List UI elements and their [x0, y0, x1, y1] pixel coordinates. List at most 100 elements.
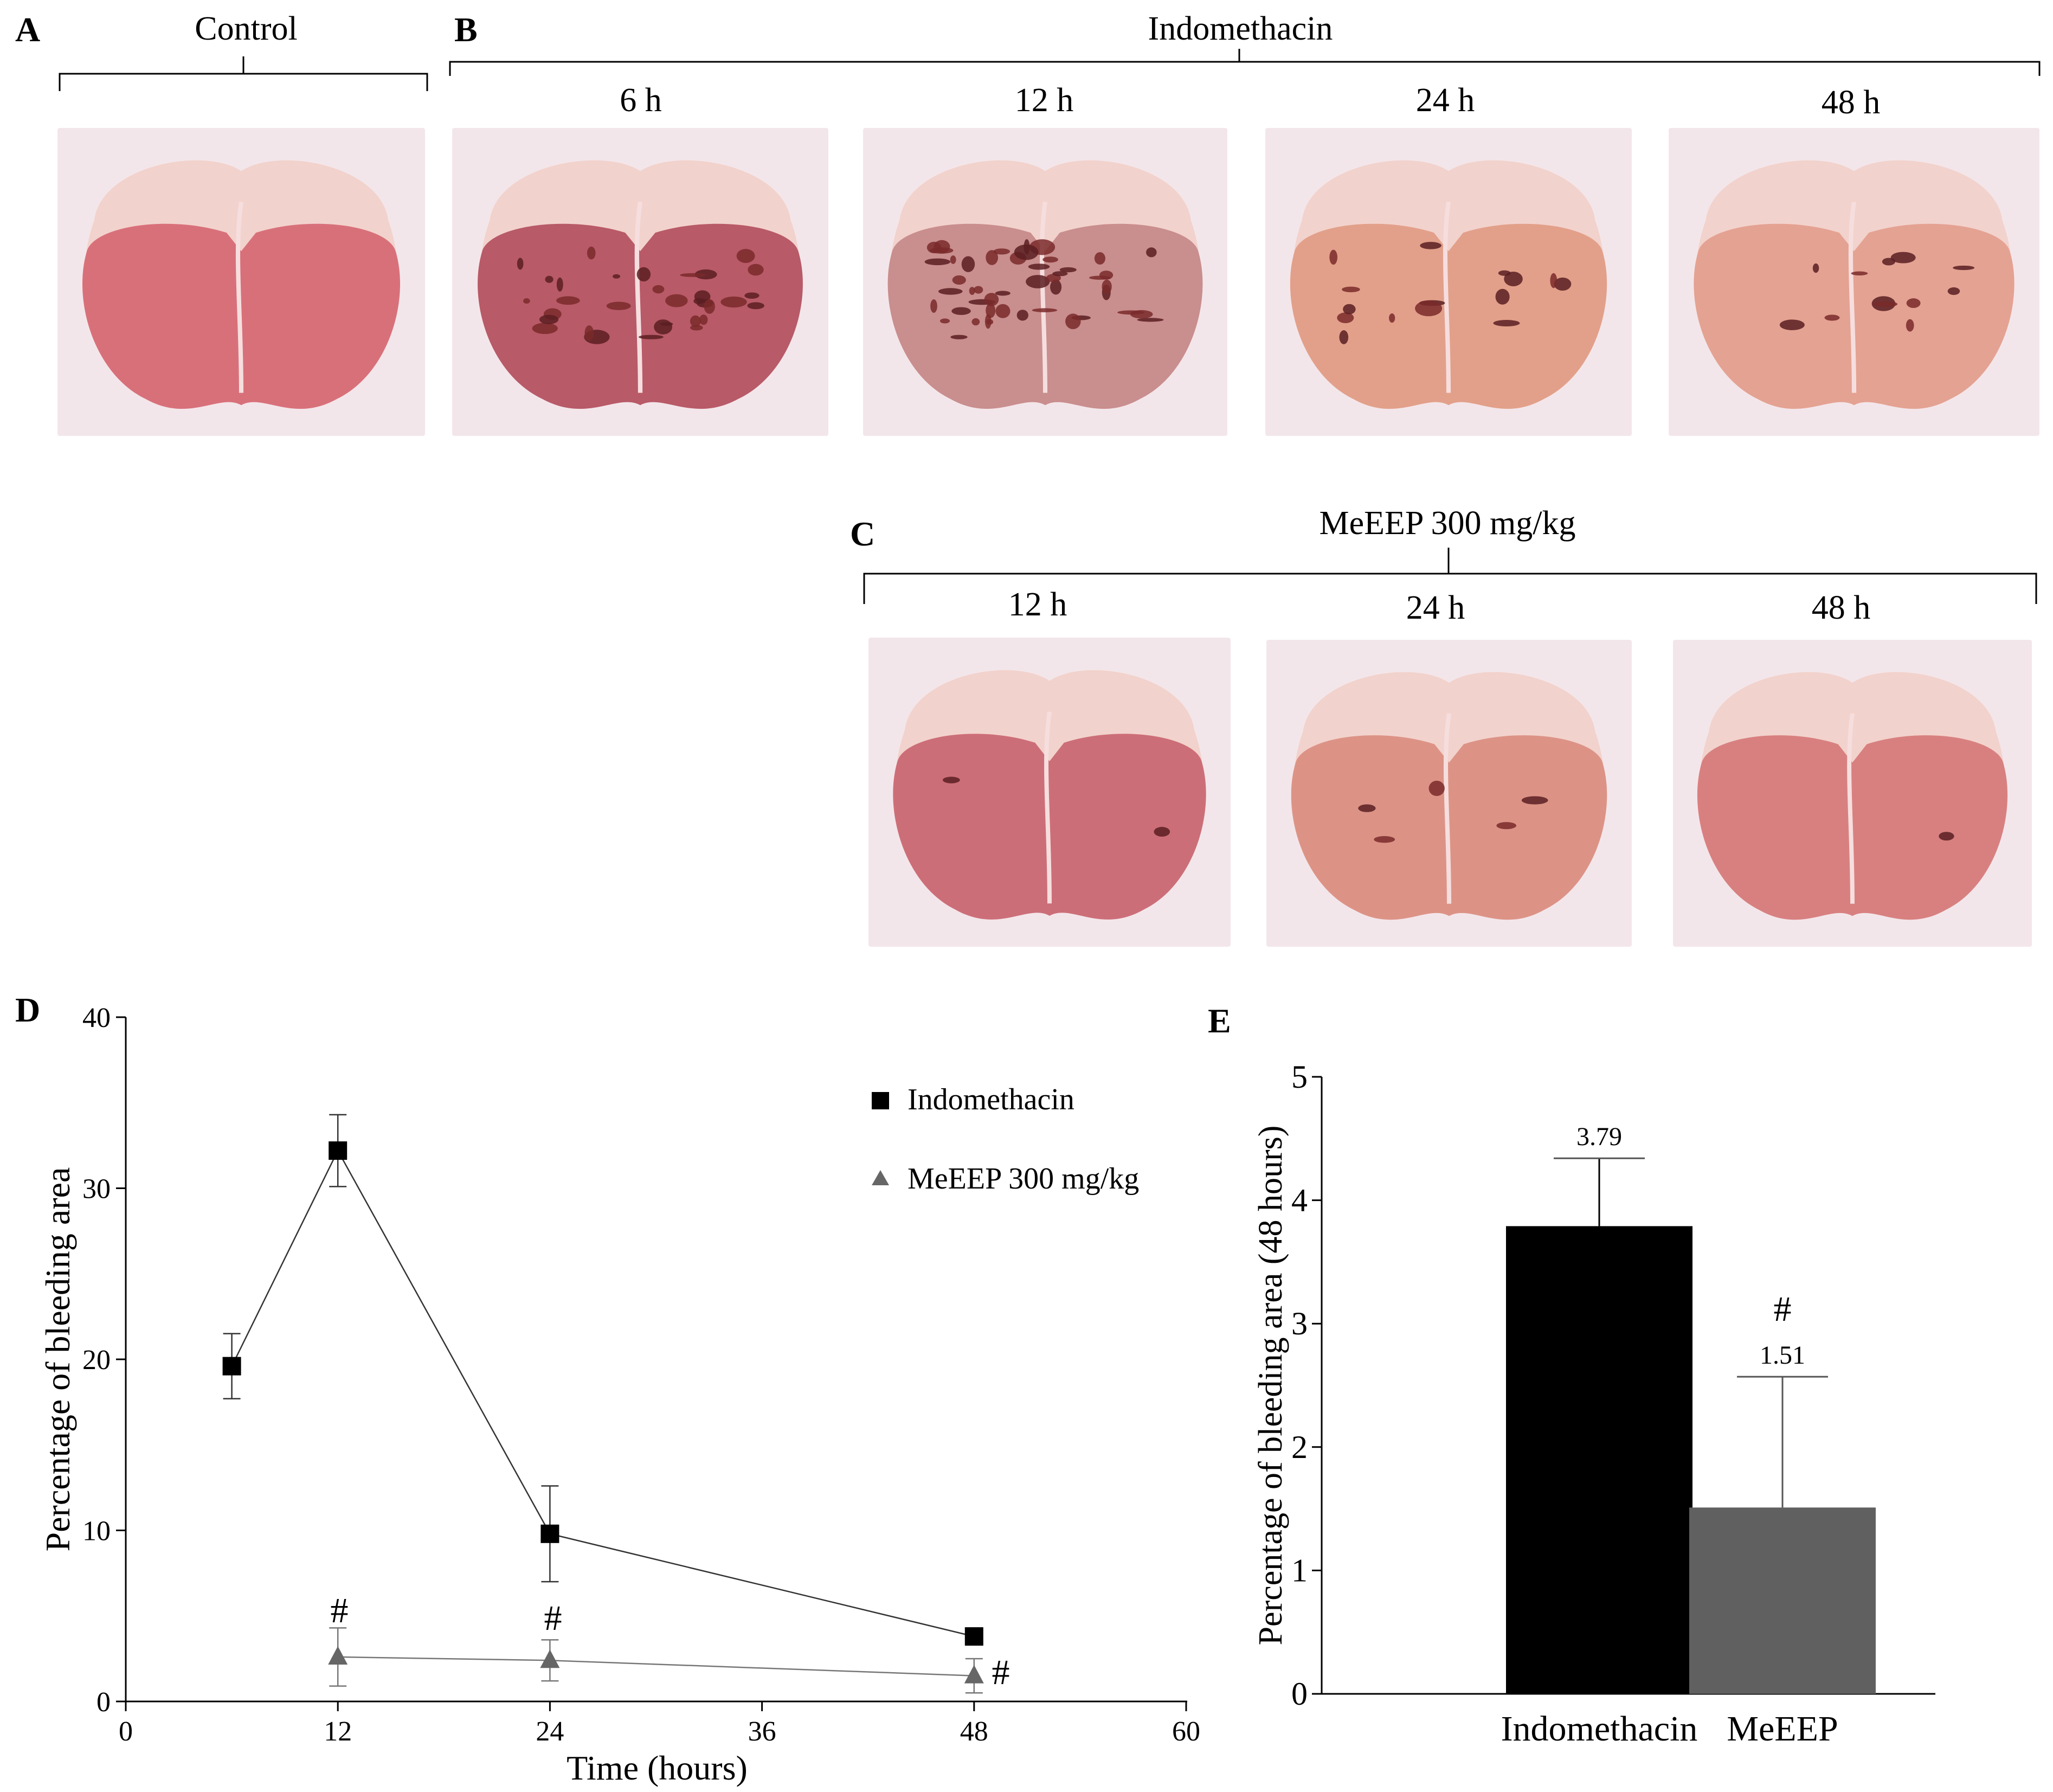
panel-letter-e: E	[1208, 1001, 1231, 1040]
bleeding-spot	[744, 292, 760, 299]
tissue-illustration	[868, 638, 1231, 947]
bleeding-spot	[1504, 271, 1523, 287]
data-point-indomethacin	[222, 1357, 241, 1376]
bleeding-spot	[1358, 804, 1376, 812]
bleeding-spot	[556, 277, 563, 292]
line-chart-significance-24h: #	[544, 1598, 562, 1638]
x-tick-label: 60	[1172, 1716, 1200, 1747]
bleeding-spot	[652, 285, 665, 294]
x-tick-label: 12	[324, 1716, 352, 1747]
stomach-fold	[235, 201, 244, 393]
bleeding-spot	[1102, 279, 1112, 294]
bleeding-spot	[1495, 288, 1510, 305]
data-point-indomethacin	[540, 1524, 559, 1543]
indo-time-24h: 24 h	[1415, 82, 1475, 119]
indomethacin-title: Indomethacin	[1148, 10, 1333, 47]
bleeding-spot	[517, 258, 524, 270]
bleeding-spot	[1906, 319, 1914, 332]
bar-y-tick-label: 4	[1291, 1183, 1308, 1218]
bleeding-spot	[1882, 258, 1896, 266]
bleeding-spot	[1420, 242, 1441, 249]
bar-y-tick-label: 2	[1291, 1429, 1308, 1465]
bleeding-spot	[961, 256, 975, 272]
stomach-fold	[1443, 713, 1452, 904]
bleeding-spot	[638, 335, 664, 339]
bleeding-spot	[736, 249, 755, 263]
bleeding-spot	[995, 304, 1011, 318]
photo-meeep-48h	[1673, 640, 2032, 947]
bar-indomethacin	[1506, 1226, 1692, 1694]
bleeding-spot	[1521, 796, 1548, 805]
y-tick-label: 30	[82, 1174, 111, 1205]
stomach-fold	[1848, 201, 1857, 393]
legend-marker-meeep	[872, 1170, 889, 1185]
indo-time-12h: 12 h	[1014, 82, 1074, 119]
series-line-indomethacin	[231, 1149, 975, 1637]
bleeding-spot	[1339, 330, 1349, 344]
bleeding-spot	[1812, 263, 1819, 273]
photo-indomethacin-48h	[1669, 128, 2039, 436]
bleeding-spot	[556, 296, 580, 305]
bleeding-spot	[1094, 252, 1105, 265]
bleeding-spot	[523, 298, 530, 304]
bleeding-spot	[690, 325, 703, 331]
bleeding-spot	[1042, 256, 1058, 263]
photo-indomethacin-24h	[1265, 128, 1632, 436]
bleeding-spot	[1550, 273, 1558, 288]
meeep-time-48h: 48 h	[1811, 589, 1871, 626]
bleeding-spot	[1014, 244, 1039, 260]
bleeding-spot	[1824, 314, 1840, 321]
bar-category-label-indomethacin: Indomethacin	[1501, 1709, 1698, 1749]
bleeding-spot	[969, 287, 975, 295]
bleeding-spot	[939, 318, 950, 324]
bleeding-spot	[606, 301, 631, 310]
bleeding-spot	[545, 275, 554, 283]
bar-chart-y-label: Percentage of bleeding area (48 hours)	[1252, 1126, 1289, 1646]
tissue-illustration	[863, 128, 1227, 436]
bleeding-spot	[1117, 310, 1144, 315]
bleeding-spot	[636, 267, 651, 282]
line-chart: 0 12 24 36 48 60 0 10 20 30 40 Time (hours) Percen…	[38, 1003, 1200, 1787]
bleeding-spot	[720, 296, 747, 308]
bleeding-spot	[699, 314, 708, 325]
panel-letter-b: B	[454, 10, 478, 49]
bleeding-spot	[1906, 298, 1921, 309]
bleeding-spot	[1026, 275, 1050, 288]
bleeding-spot	[694, 269, 717, 280]
data-point-meeep	[328, 1646, 348, 1665]
bleeding-spot	[704, 299, 715, 314]
bleeding-spot	[926, 241, 942, 254]
stomach-fold	[634, 201, 643, 393]
bar-y-tick-label: 1	[1291, 1552, 1308, 1588]
bleeding-spot	[1342, 286, 1360, 293]
photo-meeep-12h	[868, 638, 1231, 947]
bleeding-spot	[587, 246, 596, 260]
group-brackets	[59, 49, 2041, 604]
bar-y-tick-label: 0	[1291, 1676, 1308, 1712]
stomach-fold	[1044, 711, 1052, 904]
data-point-meeep	[540, 1649, 560, 1668]
bleeding-spot	[665, 294, 688, 307]
meeep-title: MeEEP 300 mg/kg	[1319, 505, 1576, 542]
meeep-time-12h: 12 h	[1008, 586, 1067, 623]
bleeding-spot	[995, 291, 1011, 296]
photo-indomethacin-6h	[452, 128, 828, 436]
panel-letter-c: C	[850, 515, 876, 553]
bleeding-spot	[1016, 310, 1028, 321]
bar-y-tick-label: 5	[1291, 1059, 1308, 1095]
bleeding-spot	[1065, 313, 1081, 330]
bleeding-spot	[680, 273, 706, 277]
line-chart-y-label: Percentage of bleeding area	[38, 1167, 77, 1552]
bar-category-label-meeep: MeEEP	[1727, 1709, 1838, 1749]
bleeding-spot	[1154, 827, 1170, 837]
indo-time-48h: 48 h	[1821, 84, 1881, 121]
series-line-meeep	[338, 1656, 974, 1677]
bleeding-spot	[952, 275, 966, 285]
bleeding-spot	[1146, 247, 1157, 258]
x-tick-label: 36	[748, 1716, 776, 1747]
bleeding-spot	[1415, 300, 1443, 317]
y-tick-label: 40	[82, 1003, 111, 1033]
x-tick-label: 0	[119, 1716, 133, 1747]
data-point-indomethacin	[964, 1627, 983, 1646]
